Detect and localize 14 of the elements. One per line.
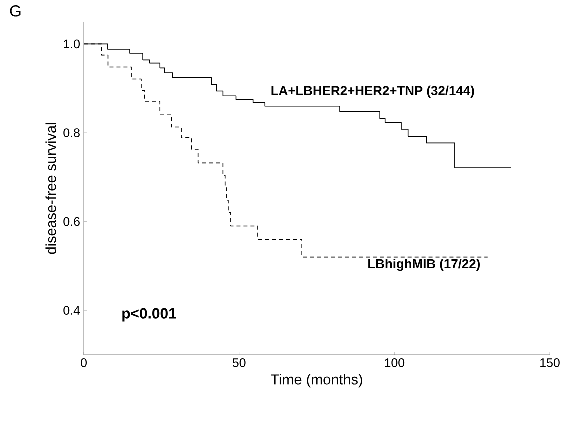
x-tick-label: 0 <box>81 358 87 368</box>
series-label: LA+LBHER2+HER2+TNP (32/144) <box>272 86 474 98</box>
y-tick-label: 0.8 <box>64 128 80 138</box>
y-tick-label: 0.4 <box>64 306 80 316</box>
y-tick-label: 1.0 <box>64 40 80 49</box>
y-axis-title: disease-free survival <box>46 123 56 254</box>
x-tick-label: 50 <box>232 358 246 368</box>
x-tick-label: 100 <box>385 358 405 368</box>
annotation: p<0.001 <box>122 308 176 322</box>
y-tick-label: 0.6 <box>64 217 80 226</box>
x-tick-label: 150 <box>540 358 560 368</box>
text: G <box>10 6 21 17</box>
series-label: LBhighMIB (17/22) <box>368 259 480 272</box>
x-axis-title: Time (months) <box>271 374 362 388</box>
